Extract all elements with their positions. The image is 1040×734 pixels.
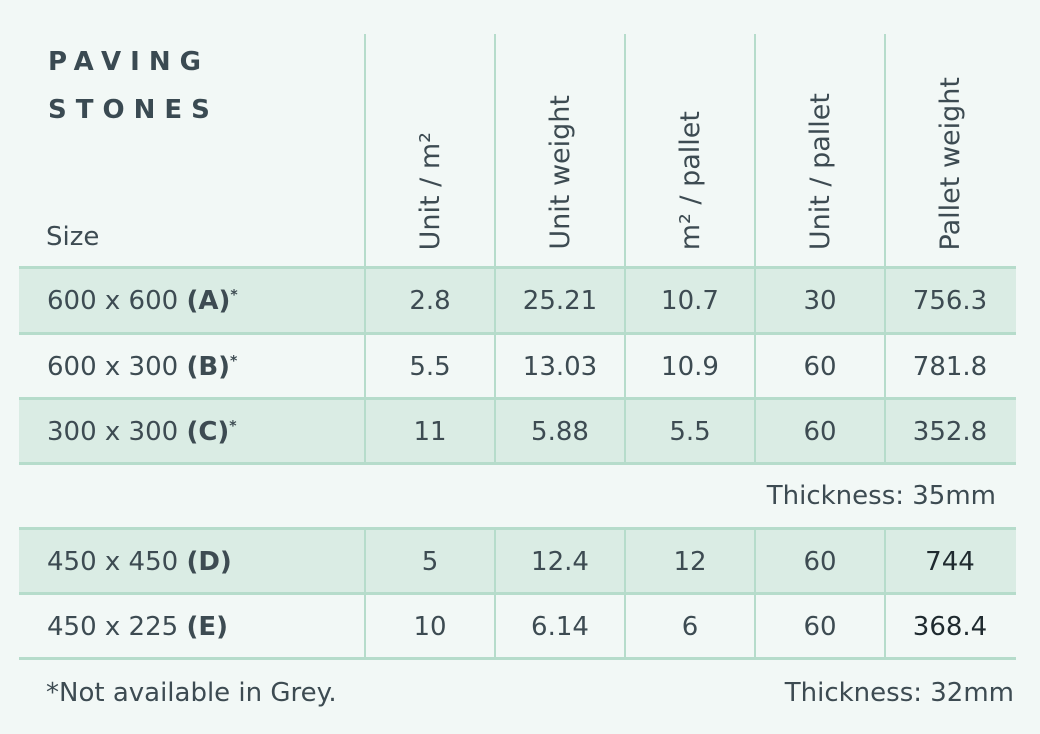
- value-cell: 5.5: [409, 351, 451, 382]
- column-divider: [754, 269, 756, 462]
- column-divider: [494, 269, 496, 462]
- title-line-1: PAVING: [48, 47, 210, 77]
- size-cell: 450 x 450 (D): [47, 546, 232, 577]
- column-divider: [884, 530, 886, 657]
- size-cell: 450 x 225 (E): [47, 611, 228, 642]
- value-cell: 781.8: [912, 351, 988, 382]
- column-header-unit-per-m2: Unit / m²: [414, 131, 446, 250]
- thickness-note-32mm: Thickness: 32mm: [784, 678, 1014, 708]
- value-cell: 60: [803, 546, 837, 577]
- table-row: 450 x 450 (D) 5 12.4 12 60 744: [19, 530, 1016, 593]
- title-line-2: STONES: [48, 95, 219, 125]
- row-divider: [19, 462, 1016, 465]
- value-cell: 352.8: [912, 416, 988, 447]
- value-cell: 11: [413, 416, 447, 447]
- value-cell: 60: [803, 611, 837, 642]
- size-column-header: Size: [46, 222, 100, 252]
- value-cell: 10: [413, 611, 447, 642]
- column-divider: [624, 269, 626, 462]
- row-divider: [19, 397, 1016, 400]
- table-row: 450 x 225 (E) 10 6.14 6 60 368.4: [19, 595, 1016, 658]
- table-row: 600 x 600 (A)* 2.8 25.21 10.7 30 756.3: [19, 269, 1016, 332]
- column-divider: [364, 34, 366, 266]
- size-cell: 600 x 600 (A)*: [47, 285, 238, 316]
- value-cell: 25.21: [522, 285, 598, 316]
- row-divider: [19, 332, 1016, 335]
- column-header-m2-per-pallet: m² / pallet: [674, 110, 706, 250]
- column-divider: [364, 269, 366, 462]
- value-cell: 744: [925, 546, 975, 577]
- row-divider: [19, 657, 1016, 660]
- value-cell: 10.7: [661, 285, 719, 316]
- column-divider: [494, 34, 496, 266]
- column-divider: [494, 530, 496, 657]
- value-cell: 60: [803, 351, 837, 382]
- column-header-unit-per-pallet: Unit / pallet: [804, 92, 836, 250]
- column-header-pallet-weight: Pallet weight: [934, 76, 966, 250]
- value-cell: 5.88: [531, 416, 589, 447]
- column-divider: [624, 530, 626, 657]
- row-divider: [19, 266, 1016, 269]
- value-cell: 30: [803, 285, 837, 316]
- value-cell: 5.5: [669, 416, 711, 447]
- value-cell: 6: [681, 611, 699, 642]
- value-cell: 60: [803, 416, 837, 447]
- value-cell: 756.3: [912, 285, 988, 316]
- value-cell: 12: [673, 546, 707, 577]
- column-divider: [624, 34, 626, 266]
- table-row: 600 x 300 (B)* 5.5 13.03 10.9 60 781.8: [19, 335, 1016, 398]
- column-divider: [364, 530, 366, 657]
- size-cell: 600 x 300 (B)*: [47, 351, 238, 382]
- value-cell: 13.03: [522, 351, 598, 382]
- value-cell: 5: [421, 546, 439, 577]
- size-cell: 300 x 300 (C)*: [47, 416, 237, 447]
- column-header-unit-weight: Unit weight: [544, 95, 576, 250]
- value-cell: 368.4: [912, 611, 988, 642]
- table-row: 300 x 300 (C)* 11 5.88 5.5 60 352.8: [19, 400, 1016, 463]
- value-cell: 12.4: [531, 546, 589, 577]
- value-cell: 2.8: [409, 285, 451, 316]
- value-cell: 6.14: [531, 611, 589, 642]
- column-divider: [884, 34, 886, 266]
- footnote: *Not available in Grey.: [46, 678, 337, 708]
- row-divider: [19, 592, 1016, 595]
- column-divider: [754, 530, 756, 657]
- row-divider: [19, 527, 1016, 530]
- column-divider: [884, 269, 886, 462]
- table-title: PAVING STONES: [48, 38, 219, 134]
- column-divider: [754, 34, 756, 266]
- value-cell: 10.9: [661, 351, 719, 382]
- thickness-note-35mm: Thickness: 35mm: [766, 481, 996, 511]
